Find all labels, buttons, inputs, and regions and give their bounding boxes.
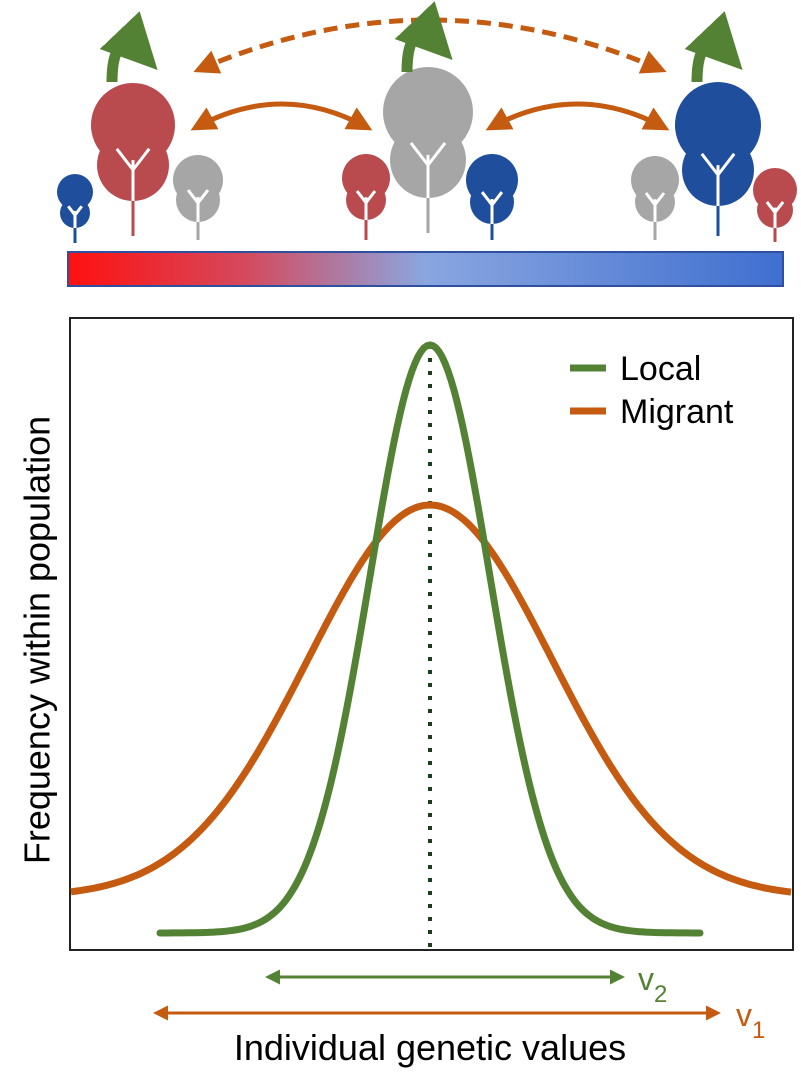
local-curve (160, 345, 700, 933)
y-axis-label: Frequency within population (17, 416, 58, 864)
figure: Local Migrant Frequency within population… (0, 0, 801, 1083)
legend: Local Migrant (570, 350, 734, 431)
range-label: v2 (638, 961, 667, 1008)
trees (57, 67, 797, 243)
range-subscript: 2 (654, 981, 667, 1008)
legend-label: Migrant (620, 393, 734, 431)
range-symbol: v (736, 997, 752, 1033)
range-symbol: v (638, 961, 654, 997)
gradient-bar (68, 252, 783, 286)
range-subscript: 1 (752, 1017, 765, 1044)
page: Local Migrant Frequency within population… (0, 0, 801, 1083)
range-label: v1 (736, 997, 765, 1044)
x-axis-label: Individual genetic values (234, 1027, 626, 1068)
legend-label: Local (620, 350, 701, 388)
